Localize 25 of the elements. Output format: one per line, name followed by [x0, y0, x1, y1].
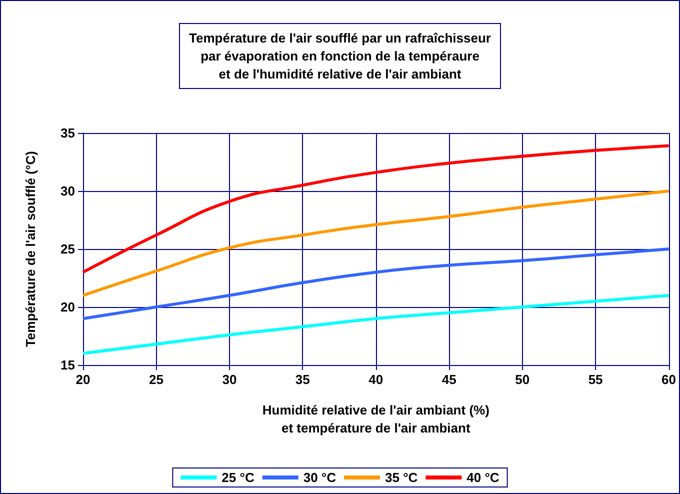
x-tick-label: 35 [295, 372, 310, 387]
y-tick-label: 35 [60, 126, 75, 140]
legend-label: 35 °C [385, 470, 418, 485]
legend-label: 40 °C [466, 470, 500, 485]
x-tick-label: 20 [76, 372, 90, 387]
line-series [82, 248, 670, 320]
y-tick-label: 20 [60, 300, 75, 314]
x-tick-label: 30 [222, 372, 237, 387]
y-tick-label: 25 [60, 242, 75, 256]
x-tick-label: 60 [662, 372, 676, 387]
chart-title: Température de l'air soufflé par un rafraîchisseur par évaporation en fonction de la tempéraure et de l'humidité relative de l'air ambiant [189, 30, 491, 82]
x-tick-label: 25 [148, 372, 164, 387]
line-series [82, 294, 670, 355]
x-axis-title: Humidité relative de l'air ambiant (%) et température de l'air ambiant [262, 402, 490, 436]
legend-label: 30 °C [303, 470, 337, 485]
legend-label: 25 °C [222, 470, 255, 485]
y-tick-label: 30 [60, 184, 75, 198]
x-tick-label: 45 [442, 372, 456, 387]
x-tick-label: 55 [588, 372, 603, 387]
x-tick-label: 40 [368, 372, 384, 387]
line-series [82, 144, 670, 274]
y-tick-label: 15 [60, 358, 75, 372]
y-axis-title: Température de l'air soufflé (°C) [23, 151, 38, 347]
x-tick-label: 50 [515, 372, 530, 387]
line-series [82, 190, 670, 297]
